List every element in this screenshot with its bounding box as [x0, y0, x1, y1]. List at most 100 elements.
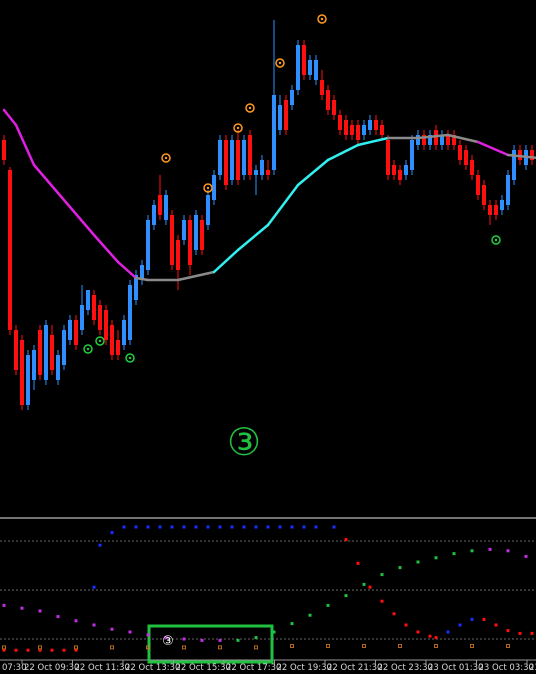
signal-dot [128, 356, 132, 360]
moving-average [506, 153, 536, 160]
indicator-dot [50, 648, 54, 652]
candle-body [494, 205, 498, 215]
candle-body [404, 165, 408, 175]
signal-dot [278, 61, 282, 65]
moving-average [176, 270, 216, 282]
indicator-dot [98, 543, 102, 547]
candle-body [2, 140, 6, 160]
candle-body [500, 200, 504, 210]
indicator-dot [308, 613, 312, 617]
candle-body [488, 205, 492, 215]
indicator-dot [254, 636, 258, 640]
moving-average [266, 183, 300, 227]
indicator-dot [128, 630, 132, 634]
candle-body [122, 320, 126, 345]
indicator-dot [326, 603, 330, 607]
indicator-dot [2, 603, 6, 607]
indicator-dot [470, 644, 474, 648]
x-tick-label: 22 Oct 21:30 [327, 663, 382, 673]
moving-average [356, 136, 390, 147]
candle-body [188, 220, 192, 265]
indicator-dot [146, 633, 150, 637]
candle-body [422, 135, 426, 145]
candle-body [344, 120, 348, 135]
indicator-dot [302, 525, 306, 529]
indicator-dot [446, 630, 450, 634]
indicator-dot [200, 638, 204, 642]
signal-dot [236, 126, 240, 130]
indicator-dot [218, 645, 222, 650]
candle-body [20, 340, 24, 405]
candle-body [476, 175, 480, 195]
candle-body [410, 140, 414, 170]
signal-marker [317, 14, 327, 24]
candle-body [62, 330, 66, 365]
signal-dot [164, 156, 168, 160]
candle-body [236, 140, 240, 180]
moving-average [134, 276, 150, 282]
x-tick-label: 23 [529, 663, 536, 673]
x-tick-label: 07:30 [2, 663, 27, 673]
indicator-dot [146, 645, 150, 650]
candle-body [362, 125, 366, 135]
annotation: ③ [162, 634, 174, 649]
indicator-dot [182, 645, 186, 650]
annotation: ③ [227, 420, 261, 464]
candle-body [272, 95, 276, 170]
indicator-dot [326, 644, 330, 648]
x-tick-label: 22 Oct 23:30 [378, 663, 433, 673]
candle-body [302, 45, 306, 75]
indicator-dot [470, 617, 474, 621]
highlight-box [147, 624, 274, 664]
indicator-dot [110, 627, 114, 631]
moving-average [14, 123, 36, 167]
candle-body [206, 195, 210, 225]
indicator-dot [218, 525, 222, 529]
candle-body [176, 240, 180, 270]
candle-body [314, 60, 318, 80]
candle-body [290, 90, 294, 105]
moving-average [116, 260, 138, 280]
indicator-dot [158, 525, 162, 529]
candle-body [86, 290, 90, 310]
candle-body [26, 355, 30, 405]
indicator-dot [230, 525, 234, 529]
indicator-dot [290, 644, 294, 648]
candle-body [464, 150, 468, 165]
indicator-dot [344, 538, 348, 542]
candle-body [146, 220, 150, 270]
indicator-dot [290, 525, 294, 529]
candle-body [332, 100, 336, 115]
indicator-dot [38, 609, 42, 613]
indicator-dot [122, 525, 126, 529]
candle-body [170, 215, 174, 265]
indicator-dot [206, 525, 210, 529]
candle-body [248, 135, 252, 175]
candle-body [350, 125, 354, 135]
candle-body [482, 185, 486, 205]
signal-dot [206, 186, 210, 190]
moving-average [236, 223, 270, 252]
indicator-dot [524, 554, 528, 558]
indicator-dot [506, 644, 510, 648]
indicator-dot [482, 617, 486, 621]
indicator-dot [92, 623, 96, 627]
indicator-dot [2, 648, 6, 652]
indicator-dot [2, 645, 6, 650]
candle-body [200, 220, 204, 250]
indicator-dot [344, 594, 348, 598]
x-tick-label: 22 Oct 19:30 [277, 663, 332, 673]
candle-body [380, 125, 384, 135]
indicator-dot [242, 525, 246, 529]
indicator-dot [146, 525, 150, 529]
indicator-dot [20, 606, 24, 610]
candle-body [392, 165, 396, 175]
candle-body [386, 140, 390, 175]
moving-average [92, 233, 120, 264]
candle-body [452, 135, 456, 145]
candle-body [44, 325, 48, 380]
indicator-dot [392, 612, 396, 616]
x-tick-label: 23 Oct 01:30 [428, 663, 483, 673]
indicator-dot [398, 566, 402, 570]
